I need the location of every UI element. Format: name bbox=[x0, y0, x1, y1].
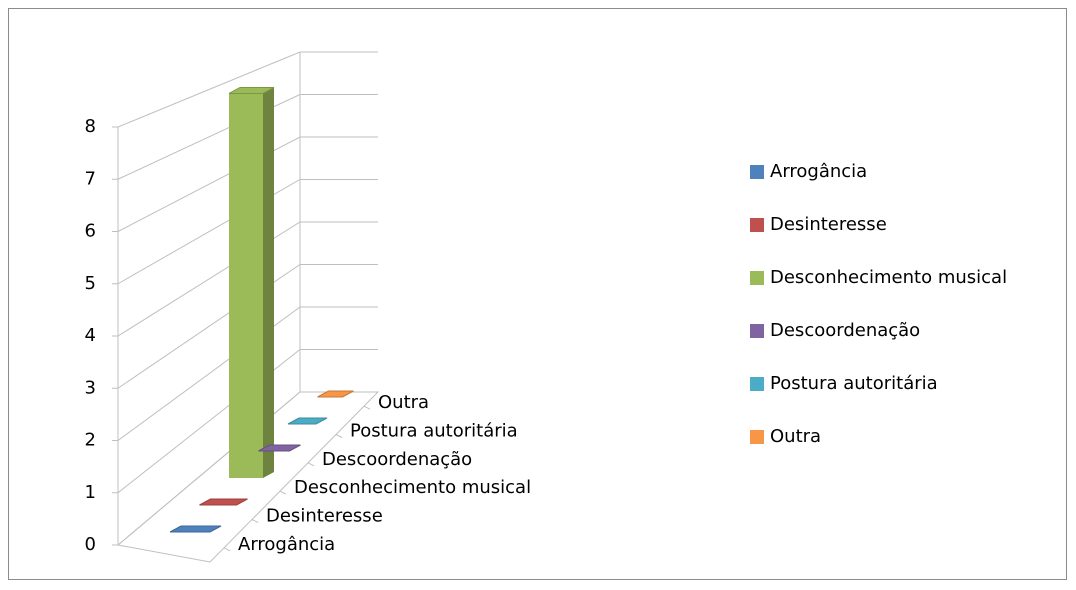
bar-top bbox=[228, 86, 275, 94]
grid-line bbox=[117, 94, 378, 180]
bar bbox=[228, 86, 275, 478]
bar-top bbox=[258, 444, 301, 452]
legend-label: Postura autoritária bbox=[770, 373, 938, 394]
bar-top bbox=[287, 417, 328, 425]
bar-front bbox=[229, 93, 263, 478]
legend-swatch bbox=[750, 218, 764, 232]
bar bbox=[317, 390, 354, 398]
y-tick-label: 1 bbox=[85, 482, 96, 503]
bar bbox=[199, 498, 248, 506]
y-tick-label: 5 bbox=[85, 273, 96, 294]
grid-line bbox=[117, 51, 378, 128]
y-tick-label: 0 bbox=[85, 534, 96, 555]
y-tick-label: 4 bbox=[85, 325, 96, 346]
x-tick-mark bbox=[251, 519, 259, 523]
y-tick-label: 7 bbox=[85, 168, 96, 189]
x-tick-mark bbox=[223, 547, 231, 552]
legend-label: Arrogância bbox=[770, 161, 867, 182]
legend-label: Descoordenação bbox=[770, 320, 920, 341]
grid-line bbox=[117, 306, 378, 441]
legend-swatch bbox=[750, 165, 764, 179]
x-tick-mark bbox=[279, 490, 287, 495]
y-tick-label: 6 bbox=[85, 221, 96, 242]
x-tick-label: Desconhecimento musical bbox=[294, 477, 531, 498]
legend-swatch bbox=[750, 430, 764, 444]
x-tick-label: Outra bbox=[378, 392, 429, 413]
bar-top bbox=[199, 498, 248, 506]
legend-swatch bbox=[750, 324, 764, 338]
grid-line bbox=[117, 349, 378, 494]
bar-side bbox=[263, 87, 274, 478]
x-tick-label: Postura autoritária bbox=[350, 421, 518, 442]
legend-label: Desinteresse bbox=[770, 214, 887, 235]
grid-line bbox=[117, 179, 378, 285]
x-tick-mark bbox=[307, 462, 315, 467]
bar bbox=[287, 417, 328, 425]
bar bbox=[169, 525, 222, 533]
x-tick-mark bbox=[335, 434, 343, 438]
bar-top bbox=[317, 390, 354, 398]
bar bbox=[258, 444, 301, 452]
bar-top bbox=[169, 525, 222, 533]
grid-line bbox=[117, 264, 378, 389]
y-tick-label: 3 bbox=[85, 377, 96, 398]
x-tick-mark bbox=[363, 405, 371, 410]
chart-border bbox=[8, 8, 1067, 580]
grid-line bbox=[117, 221, 378, 337]
y-tick-label: 2 bbox=[85, 430, 96, 451]
legend-swatch bbox=[750, 377, 764, 391]
y-tick-label: 8 bbox=[85, 116, 96, 137]
legend-label: Desconhecimento musical bbox=[770, 267, 1007, 288]
x-tick-label: Desinteresse bbox=[266, 506, 383, 527]
grid-line bbox=[117, 136, 378, 232]
x-tick-label: Descoordenação bbox=[322, 449, 472, 470]
legend-swatch bbox=[750, 271, 764, 285]
x-tick-label: Arrogância bbox=[238, 534, 335, 555]
legend-label: Outra bbox=[770, 426, 821, 447]
